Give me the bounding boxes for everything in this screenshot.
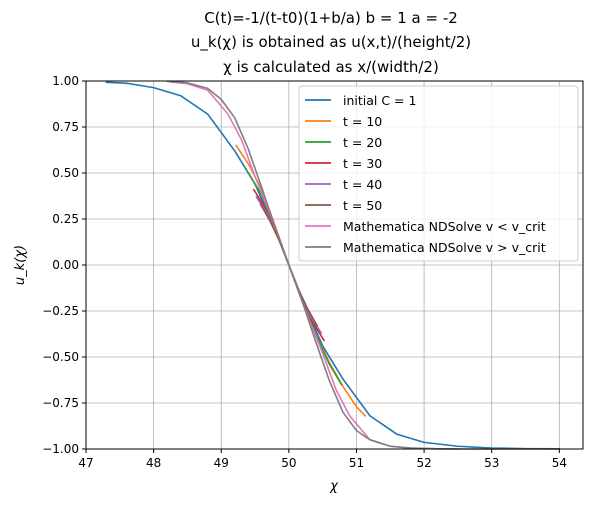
x-tick-label: 53 [484, 456, 499, 470]
legend-label-2: t = 10 [343, 114, 382, 129]
y-tick-label: −0.25 [42, 304, 79, 318]
x-tick-label: 49 [214, 456, 229, 470]
legend-label-7: Mathematica NDSolve v < v_crit [343, 219, 546, 234]
y-tick-label: −1.00 [42, 442, 79, 456]
y-tick-label: 0.25 [52, 212, 79, 226]
x-tick-label: 51 [349, 456, 364, 470]
chart-title: C(t)=-1/(t-t0)(1+b/a) b = 1 a = -2 u_k(χ… [191, 9, 471, 76]
x-tick-label: 47 [78, 456, 93, 470]
y-tick-label: 0.00 [52, 258, 79, 272]
x-tick-label: 52 [416, 456, 431, 470]
y-axis-label: u_k(χ) [13, 245, 28, 285]
y-tick-label: −0.50 [42, 350, 79, 364]
x-tick-label: 50 [281, 456, 296, 470]
x-tick-label: 54 [552, 456, 567, 470]
title-line-1: C(t)=-1/(t-t0)(1+b/a) b = 1 a = -2 [204, 9, 458, 27]
legend-label-8: Mathematica NDSolve v > v_crit [343, 240, 546, 255]
legend-label-4: t = 30 [343, 156, 382, 171]
x-axis-label: χ [329, 479, 339, 494]
y-tick-label: −0.75 [42, 396, 79, 410]
legend-label-6: t = 50 [343, 198, 382, 213]
legend-label-1: initial C = 1 [343, 93, 416, 108]
title-line-2: u_k(χ) is obtained as u(x,t)/(height/2) [191, 33, 471, 52]
legend-label-5: t = 40 [343, 177, 382, 192]
legend-box [298, 85, 579, 262]
legend: initial C = 1 t = 10 t = 20 t = 30 t = 40 t =… [298, 85, 579, 262]
y-tick-label: 0.50 [52, 166, 79, 180]
y-tick-label: 1.00 [52, 74, 79, 88]
y-tick-label: 0.75 [52, 120, 79, 134]
legend-label-3: t = 20 [343, 135, 382, 150]
x-tick-label: 48 [146, 456, 161, 470]
y-ticks: 1.00 0.75 0.50 0.25 0.00 −0.25 −0.50 −0.75 −1.00 [42, 74, 86, 456]
title-line-3: χ is calculated as x/(width/2) [223, 58, 439, 76]
x-ticks: 47 48 49 50 51 52 53 54 [78, 449, 567, 470]
